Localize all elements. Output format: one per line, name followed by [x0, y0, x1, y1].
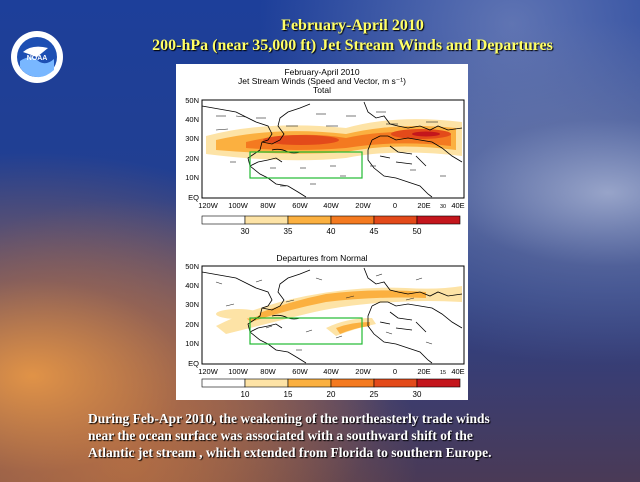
slide-caption: During Feb-Apr 2010, the weakening of th… [88, 410, 608, 461]
lat-label: 10N [185, 339, 199, 348]
lat-label: EQ [188, 193, 199, 202]
lon-label: 40E [451, 201, 464, 210]
region-box [249, 151, 363, 179]
lon-label: 40W [323, 201, 339, 210]
colorbar-label: 40 [327, 227, 336, 236]
lat-label: 30N [185, 300, 199, 309]
colorbar-label: 30 [241, 227, 250, 236]
lon-label: 60W [292, 367, 308, 376]
bottom-panel-title: Departures from Normal [276, 253, 368, 263]
land-outlines [201, 267, 463, 364]
lat-label: 30N [185, 134, 199, 143]
svg-text:NOAA: NOAA [27, 55, 48, 62]
lat-label: 50N [185, 96, 199, 105]
lon-label: 100W [228, 367, 249, 376]
region-box [249, 317, 363, 345]
lon-label: 40W [323, 367, 339, 376]
lon-label: 15 [440, 370, 446, 376]
lat-label: 40N [185, 281, 199, 290]
lat-label: 20N [185, 154, 199, 163]
lon-label: 30 [440, 204, 446, 210]
lon-label: 120W [198, 201, 219, 210]
lon-label: 80W [260, 367, 276, 376]
lat-label: 50N [185, 262, 199, 271]
lat-label: 20N [185, 320, 199, 329]
bottom-map: 50N 40N 30N 20N 10N EQ 120W 100W 80W 60W… [185, 262, 464, 376]
lon-label: 20W [355, 367, 371, 376]
lon-label: 20W [355, 201, 371, 210]
lon-label: 0 [393, 201, 397, 210]
bottom-colorbar: 10 15 20 25 30 [201, 378, 461, 399]
jet-stream-figure: February-April 2010 Jet Stream Winds (Sp… [176, 64, 468, 400]
top-map: 50N 40N 30N 20N 10N EQ 120W 100W 80W 60W… [185, 96, 464, 210]
lon-label: 20E [417, 367, 430, 376]
colorbar-label: 50 [413, 227, 422, 236]
colorbar-swatches [201, 378, 461, 388]
slide-title: February-April 2010 200-hPa (near 35,000… [70, 16, 635, 56]
wind-vectors [215, 273, 433, 351]
top-panel-title-2: Jet Stream Winds (Speed and Vector, m s⁻… [238, 76, 406, 86]
colorbar-label: 30 [413, 390, 422, 399]
colorbar-label: 10 [241, 390, 250, 399]
lon-label: 60W [292, 201, 308, 210]
lon-label: 20E [417, 201, 430, 210]
top-colorbar: 30 35 40 45 50 [201, 215, 461, 236]
lon-label: 120W [198, 367, 219, 376]
lat-label: 40N [185, 115, 199, 124]
colorbar-label: 25 [370, 390, 379, 399]
caption-line-2: near the ocean surface was associated wi… [88, 428, 473, 443]
colorbar-label: 35 [284, 227, 293, 236]
colorbar-label: 45 [370, 227, 379, 236]
lon-label: 100W [228, 201, 249, 210]
lon-label: 0 [393, 367, 397, 376]
caption-line-3: Atlantic jet stream , which extended fro… [88, 445, 492, 460]
colorbar-label: 15 [284, 390, 293, 399]
wind-vectors [215, 111, 446, 187]
lat-label: 10N [185, 173, 199, 182]
land-outlines [201, 101, 463, 198]
slide-title-line-1: February-April 2010 [281, 17, 424, 34]
caption-line-1: During Feb-Apr 2010, the weakening of th… [88, 411, 490, 426]
top-panel-title-1: February-April 2010 [284, 67, 360, 77]
lat-label: EQ [188, 359, 199, 368]
slide-title-line-2: 200-hPa (near 35,000 ft) Jet Stream Wind… [152, 37, 553, 54]
colorbar-label: 20 [327, 390, 336, 399]
top-panel-title-3: Total [313, 85, 331, 95]
noaa-logo: NOAA [11, 31, 63, 83]
colorbar-swatches [201, 215, 461, 225]
lon-label: 80W [260, 201, 276, 210]
lon-label: 40E [451, 367, 464, 376]
